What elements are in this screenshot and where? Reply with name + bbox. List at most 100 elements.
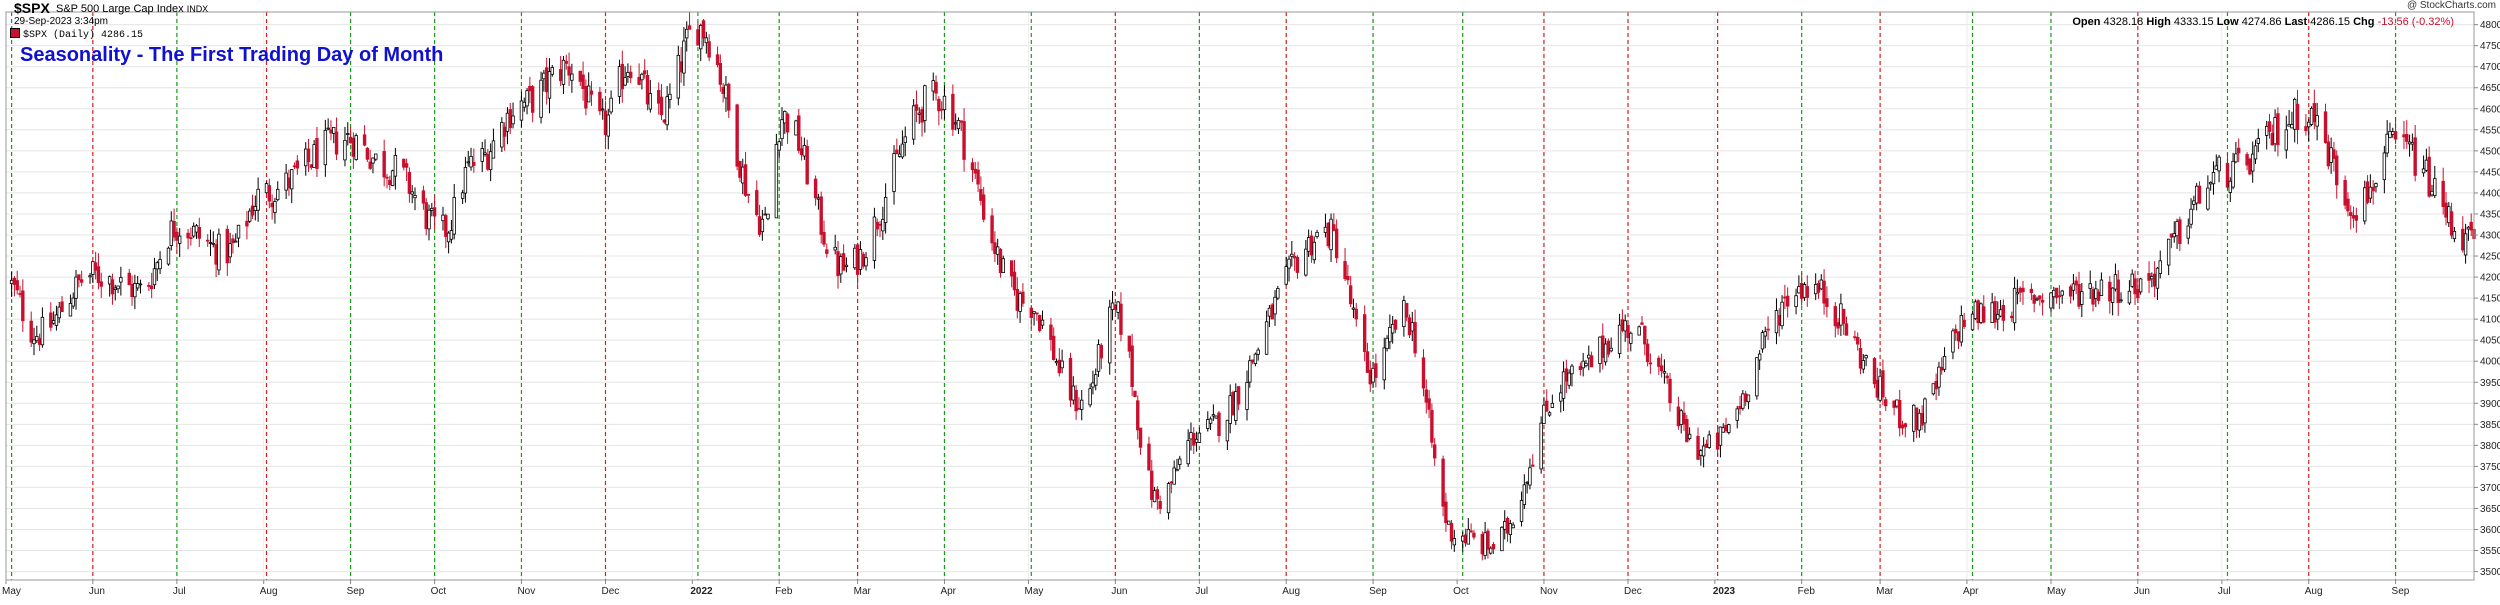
candle-down <box>1822 280 1826 304</box>
candle-down <box>696 29 700 46</box>
candle-up <box>1197 432 1202 443</box>
candle-up <box>1679 410 1683 425</box>
candle-up <box>2071 283 2076 291</box>
candle-up <box>2035 298 2039 301</box>
candle-up <box>872 216 877 261</box>
candle-down <box>875 221 879 230</box>
candle-down <box>1531 464 1535 467</box>
candle-down <box>1346 276 1350 281</box>
candle-up <box>155 262 159 270</box>
candle-up <box>1306 237 1311 252</box>
candle-up <box>413 195 417 199</box>
candle-down <box>1665 375 1669 379</box>
candle-down <box>189 237 193 239</box>
candle-up <box>511 115 515 125</box>
candle-up <box>1727 424 1731 433</box>
candle-up <box>208 242 213 244</box>
candle-up <box>1461 535 1465 542</box>
candle-up <box>1371 367 1375 383</box>
candle-up <box>1559 392 1563 402</box>
candle-down <box>2077 284 2081 307</box>
candle-up <box>550 67 554 75</box>
candle-down <box>1348 285 1353 305</box>
candle-up <box>1245 382 1249 410</box>
candle-down <box>1217 412 1221 437</box>
candle-down <box>2136 289 2140 299</box>
candle-up <box>2253 145 2258 160</box>
candle-up <box>685 28 689 39</box>
candle-up <box>446 232 451 243</box>
candle-up <box>1718 426 1723 446</box>
candle-down <box>2267 121 2272 132</box>
candle-up <box>133 283 137 298</box>
candle-up <box>1304 248 1308 276</box>
candle-down <box>530 86 535 113</box>
candle-up <box>1166 483 1171 514</box>
candle-down <box>2343 180 2347 206</box>
candle-up <box>1755 357 1759 397</box>
candle-up <box>2309 107 2314 125</box>
y-tick-label: 3600 <box>2480 525 2500 536</box>
x-tick-label: Feb <box>775 586 793 597</box>
candle-up <box>51 320 56 324</box>
candle-down <box>1856 336 1860 345</box>
candle-up <box>665 96 669 126</box>
candle-up <box>2290 124 2294 129</box>
candle-down <box>1682 412 1686 425</box>
candle-down <box>578 70 582 82</box>
candle-up <box>1629 332 1633 344</box>
candle-down <box>2057 295 2062 298</box>
candle-up <box>2424 159 2429 171</box>
candle-down <box>895 149 899 154</box>
candle-down <box>1463 534 1468 544</box>
x-tick-label: Jun <box>1111 586 1127 597</box>
candle-up <box>600 108 605 111</box>
candle-down <box>270 202 274 208</box>
chg-label: Chg <box>2353 16 2375 28</box>
candle-up <box>2127 290 2132 304</box>
candle-down <box>799 148 804 156</box>
candle-up <box>1385 337 1389 350</box>
candle-down <box>1362 314 1367 352</box>
candle-up <box>332 127 336 134</box>
candle-up <box>1071 385 1076 401</box>
candle-down <box>1012 271 1017 291</box>
candle-up <box>1253 353 1258 364</box>
candle-up <box>1979 303 1983 323</box>
candle-down <box>567 66 571 76</box>
y-tick-label: 4550 <box>2480 125 2500 136</box>
candle-up <box>699 25 703 50</box>
candle-down <box>1029 307 1033 318</box>
y-tick-label: 3550 <box>2480 546 2500 557</box>
candle-down <box>99 281 103 287</box>
candle-up <box>542 72 546 80</box>
candle-up <box>1525 481 1529 484</box>
x-tick-label: Jun <box>89 586 105 597</box>
candle-up <box>1741 393 1745 409</box>
candle-up <box>1763 331 1767 337</box>
candle-up <box>844 264 849 268</box>
candle-up <box>1276 288 1280 299</box>
candle-up <box>113 287 117 290</box>
candle-down <box>1940 366 1944 371</box>
candle-down <box>351 137 356 157</box>
candle-up <box>2447 206 2451 224</box>
y-tick-label: 4700 <box>2480 62 2500 73</box>
candle-up <box>741 166 745 184</box>
gridlines <box>5 12 2474 580</box>
y-tick-label: 4500 <box>2480 146 2500 157</box>
candle-up <box>1721 427 1725 433</box>
candle-down <box>1976 300 1980 324</box>
candle-up <box>430 207 434 211</box>
candle-down <box>755 190 759 216</box>
candle-down <box>1404 302 1409 318</box>
y-tick-label: 4050 <box>2480 336 2500 347</box>
candle-down <box>1545 400 1549 412</box>
candle-up <box>1931 383 1936 395</box>
y-tick-label: 4600 <box>2480 104 2500 115</box>
candle-down <box>785 113 790 133</box>
x-tick-label: Oct <box>431 586 447 597</box>
candle-down <box>629 71 633 79</box>
candle-down <box>1640 322 1644 325</box>
